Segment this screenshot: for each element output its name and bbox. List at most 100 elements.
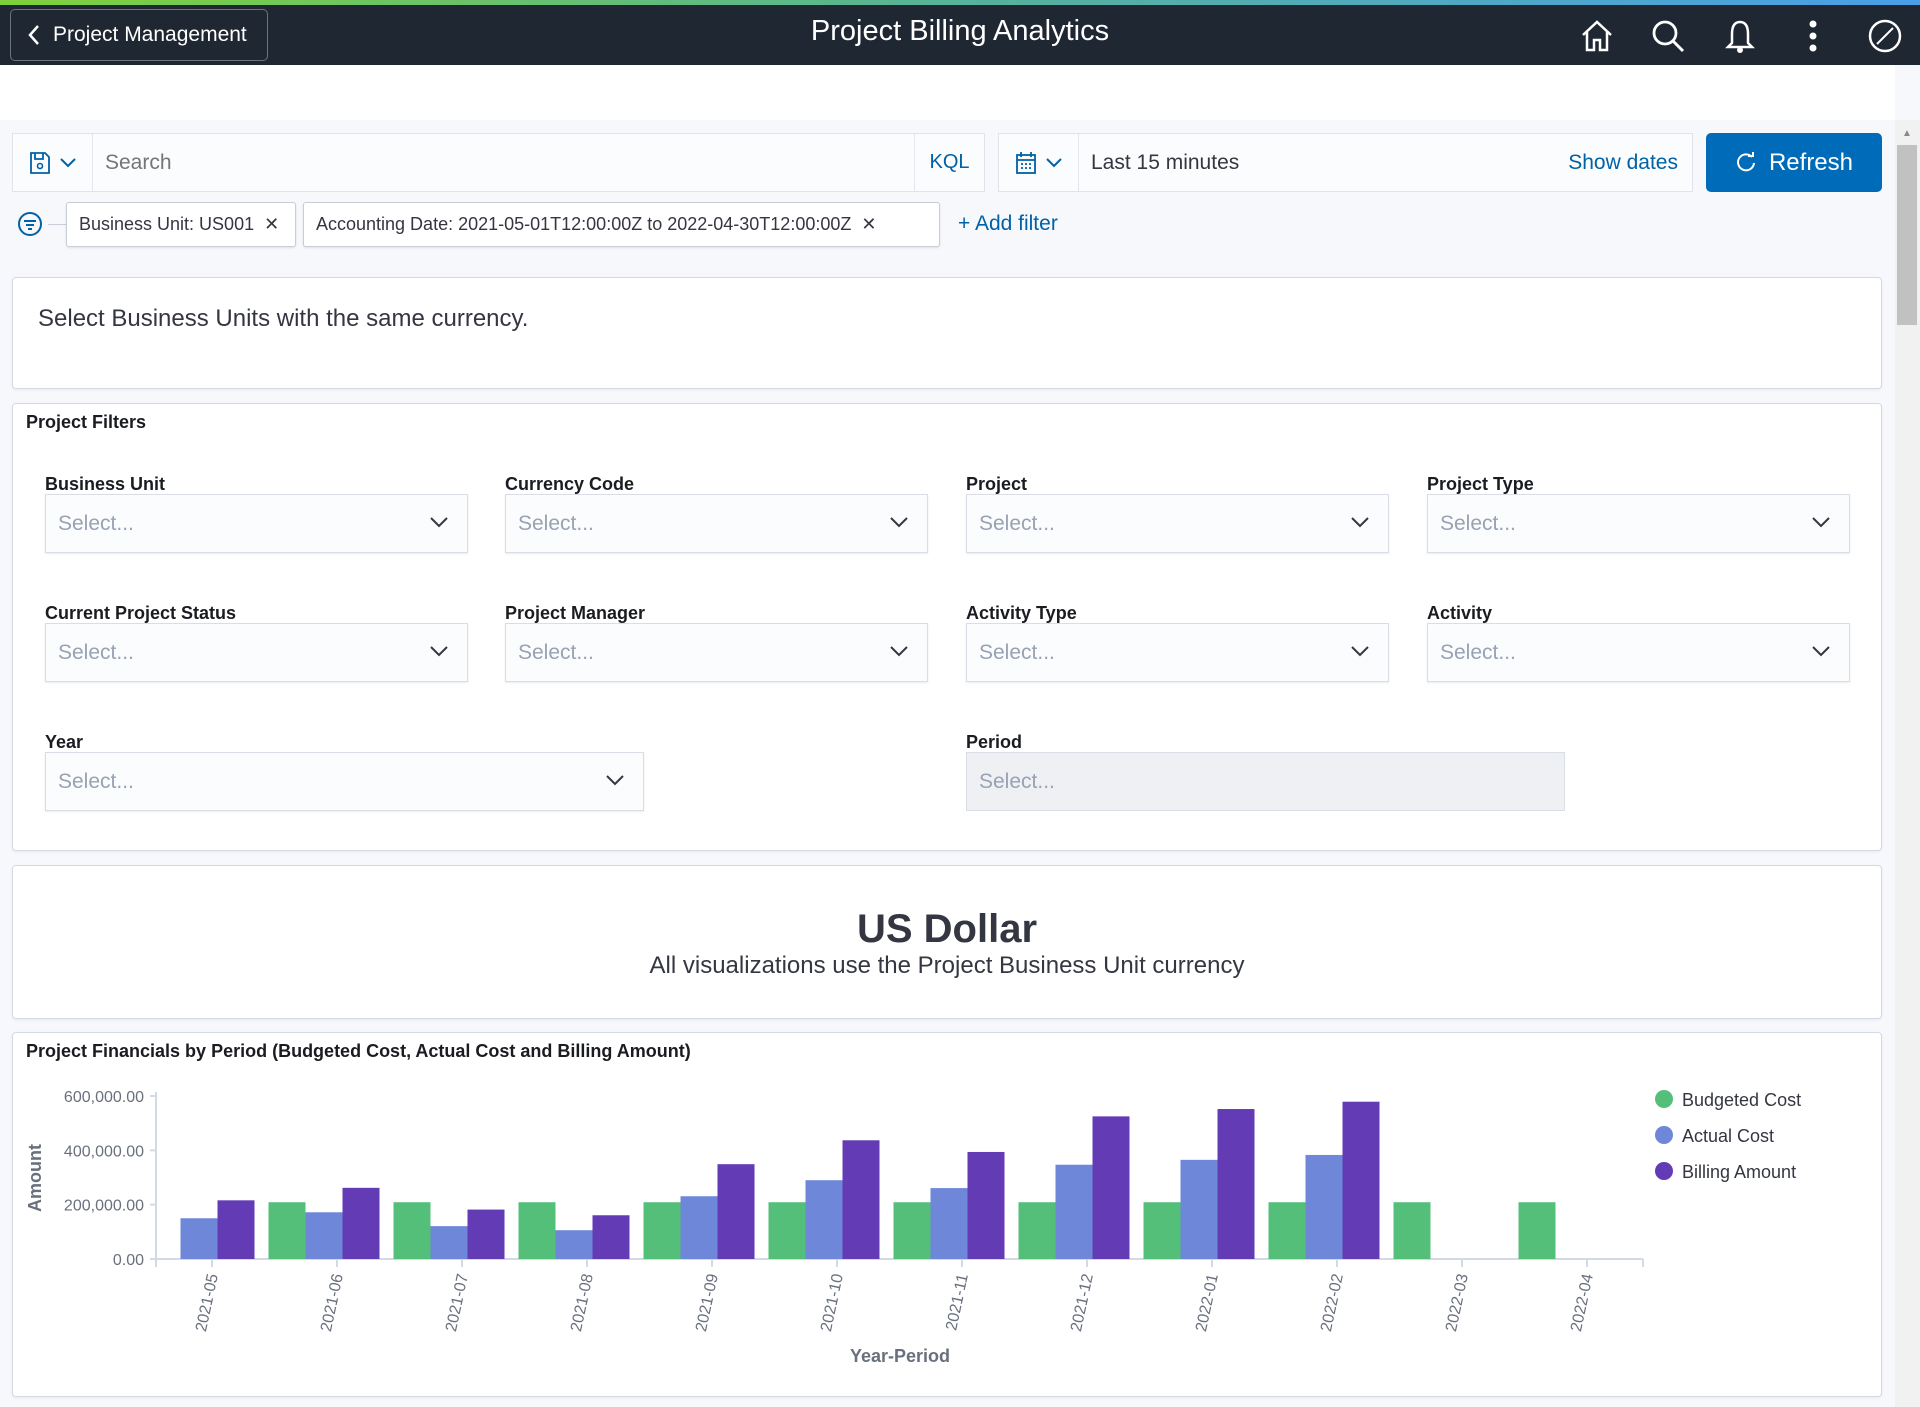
field-label: Project Manager bbox=[505, 603, 646, 623]
select-activity[interactable]: Select... bbox=[1427, 623, 1850, 682]
chevron-down-icon bbox=[430, 646, 448, 657]
x-tick-label: 2021-12 bbox=[1068, 1272, 1097, 1333]
field-label: Current Project Status bbox=[45, 603, 237, 623]
scroll-up-icon[interactable]: ▲ bbox=[1902, 128, 1912, 139]
y-tick-label: 600,000.00 bbox=[64, 1089, 144, 1106]
saved-queries-button[interactable] bbox=[13, 134, 93, 191]
x-tick-label: 2021-09 bbox=[693, 1272, 722, 1333]
y-tick-label: 400,000.00 bbox=[64, 1143, 144, 1160]
select-placeholder: Select... bbox=[1440, 511, 1516, 535]
legend-marker bbox=[1655, 1162, 1673, 1180]
select-currency-code[interactable]: Select... bbox=[505, 494, 928, 553]
chevron-down-icon bbox=[430, 517, 448, 528]
select-current-project-status[interactable]: Select... bbox=[45, 623, 468, 682]
panel-title: Project Filters bbox=[26, 412, 147, 432]
bar-budgeted-cost bbox=[1393, 1202, 1431, 1259]
select-placeholder: Select... bbox=[518, 511, 594, 535]
field-label: Currency Code bbox=[505, 474, 635, 494]
chevron-down-icon bbox=[1812, 646, 1830, 657]
currency-panel: US Dollar All visualizations use the Pro… bbox=[12, 865, 1882, 1019]
y-axis-title: Amount bbox=[25, 1144, 45, 1212]
x-tick-label: 2021-07 bbox=[443, 1272, 472, 1333]
x-tick-label: 2021-06 bbox=[318, 1272, 347, 1333]
bar-budgeted-cost bbox=[643, 1202, 681, 1259]
x-tick-label: 2022-01 bbox=[1193, 1272, 1222, 1333]
bar-billing-amount bbox=[842, 1140, 880, 1259]
select-period[interactable]: Select... bbox=[966, 752, 1565, 811]
select-placeholder: Select... bbox=[58, 640, 134, 664]
x-tick-label: 2021-08 bbox=[568, 1272, 597, 1333]
search-input[interactable] bbox=[93, 150, 914, 175]
close-icon[interactable]: ✕ bbox=[264, 214, 280, 234]
bar-budgeted-cost bbox=[268, 1202, 306, 1259]
chevron-down-icon bbox=[59, 157, 76, 167]
divider bbox=[48, 224, 66, 225]
bar-budgeted-cost bbox=[518, 1202, 556, 1259]
select-placeholder: Select... bbox=[979, 511, 1055, 535]
chevron-down-icon bbox=[1045, 157, 1062, 167]
more-vertical-icon[interactable] bbox=[1794, 17, 1832, 55]
bar-budgeted-cost bbox=[768, 1202, 806, 1259]
select-project-type[interactable]: Select... bbox=[1427, 494, 1850, 553]
filter-menu-icon[interactable] bbox=[17, 211, 45, 239]
bell-icon[interactable] bbox=[1721, 17, 1759, 55]
filter-pill-label: Accounting Date: 2021-05-01T12:00:00Z to… bbox=[316, 214, 852, 234]
select-placeholder: Select... bbox=[979, 769, 1055, 793]
search-icon[interactable] bbox=[1649, 17, 1687, 55]
notice-panel: Select Business Units with the same curr… bbox=[12, 277, 1882, 389]
select-year[interactable]: Select... bbox=[45, 752, 644, 811]
bar-actual-cost bbox=[805, 1180, 843, 1259]
chevron-down-icon bbox=[606, 775, 624, 786]
back-button[interactable]: Project Management bbox=[10, 9, 268, 61]
filter-pill[interactable]: Business Unit: US001 ✕ bbox=[66, 202, 296, 247]
select-placeholder: Select... bbox=[1440, 640, 1516, 664]
chevron-down-icon bbox=[1812, 517, 1830, 528]
x-tick-label: 2022-02 bbox=[1318, 1272, 1347, 1333]
bar-actual-cost bbox=[680, 1196, 718, 1259]
project-filters-panel: Project Filters Business Unit Select... Cu… bbox=[12, 403, 1882, 851]
accent-bar bbox=[0, 0, 1920, 5]
bar-billing-amount bbox=[342, 1187, 380, 1259]
bar-billing-amount bbox=[1092, 1116, 1130, 1259]
time-range[interactable]: Last 15 minutes bbox=[1091, 150, 1240, 174]
home-icon[interactable] bbox=[1578, 17, 1616, 55]
scrollbar[interactable] bbox=[1895, 120, 1920, 1407]
select-project-manager[interactable]: Select... bbox=[505, 623, 928, 682]
legend-marker bbox=[1655, 1126, 1673, 1144]
quick-menu-button[interactable] bbox=[999, 134, 1079, 191]
notice-text: Select Business Units with the same curr… bbox=[38, 305, 529, 332]
bar-budgeted-cost bbox=[1018, 1202, 1056, 1259]
chevron-down-icon bbox=[1351, 646, 1369, 657]
bar-actual-cost bbox=[430, 1226, 468, 1259]
bar-billing-amount bbox=[1342, 1101, 1380, 1259]
compass-icon[interactable] bbox=[1866, 17, 1904, 55]
add-filter-button[interactable]: + Add filter bbox=[958, 212, 1058, 235]
chevron-down-icon bbox=[1351, 517, 1369, 528]
currency-title: US Dollar bbox=[856, 907, 1038, 951]
legend-item: Actual Cost bbox=[1682, 1126, 1774, 1146]
bar-billing-amount bbox=[467, 1209, 505, 1259]
save-icon bbox=[29, 151, 50, 174]
bar-actual-cost bbox=[1055, 1164, 1093, 1259]
kql-button[interactable]: KQL bbox=[914, 134, 984, 191]
refresh-button[interactable]: Refresh bbox=[1706, 133, 1882, 192]
scrollbar-thumb[interactable] bbox=[1897, 145, 1917, 325]
field-label: Activity Type bbox=[966, 603, 1077, 623]
select-activity-type[interactable]: Select... bbox=[966, 623, 1389, 682]
app-header: Project Management Project Billing Analy… bbox=[0, 5, 1920, 65]
bar-budgeted-cost bbox=[1518, 1202, 1556, 1259]
filter-pill[interactable]: Accounting Date: 2021-05-01T12:00:00Z to… bbox=[303, 202, 940, 247]
legend-item: Billing Amount bbox=[1682, 1162, 1796, 1182]
x-tick-label: 2021-10 bbox=[818, 1272, 847, 1333]
bar-budgeted-cost bbox=[393, 1202, 431, 1259]
select-project[interactable]: Select... bbox=[966, 494, 1389, 553]
x-axis-title: Year-Period bbox=[850, 1346, 950, 1366]
chevron-down-icon bbox=[890, 517, 908, 528]
bar-actual-cost bbox=[305, 1212, 343, 1259]
bar-actual-cost bbox=[930, 1188, 968, 1259]
select-placeholder: Select... bbox=[58, 511, 134, 535]
close-icon[interactable]: ✕ bbox=[861, 214, 877, 234]
show-dates-link[interactable]: Show dates bbox=[1568, 150, 1678, 174]
select-business-unit[interactable]: Select... bbox=[45, 494, 468, 553]
